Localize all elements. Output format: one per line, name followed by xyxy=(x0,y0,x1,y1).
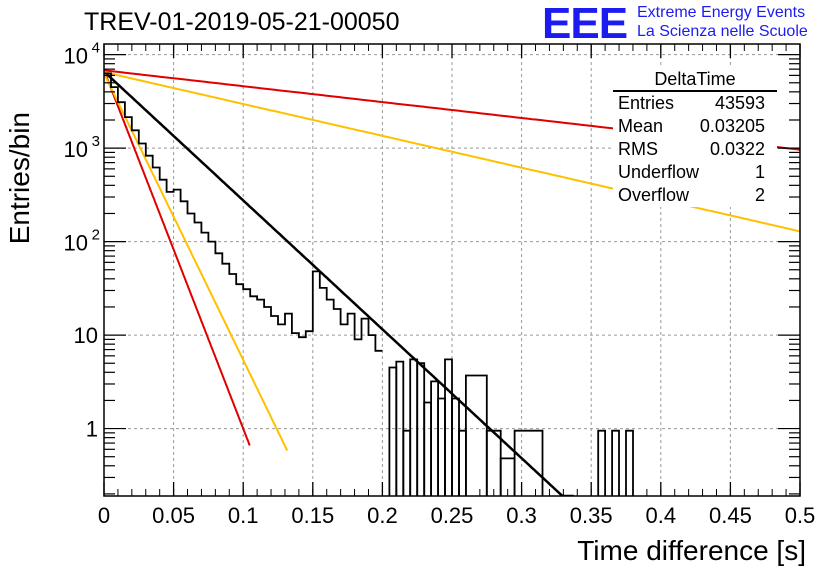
eee-logo: EEE xyxy=(542,0,628,48)
histogram-bin xyxy=(430,380,439,496)
y-tick-label: 10 xyxy=(64,44,88,69)
x-tick-label: 0.3 xyxy=(506,503,537,528)
stats-row-overflow: Overflow 2 xyxy=(613,184,777,207)
x-tick-label: 0.45 xyxy=(709,503,752,528)
y-tick-label: 10 xyxy=(74,323,98,348)
y-tick-label-exponent: 3 xyxy=(92,133,100,150)
stats-row-underflow: Underflow 1 xyxy=(613,161,777,184)
stats-label: Overflow xyxy=(618,185,690,205)
y-axis-label: Entries/bin xyxy=(4,112,35,245)
stats-value: 0.0322 xyxy=(709,139,765,159)
x-tick-label: 0.1 xyxy=(228,503,259,528)
histogram-bin xyxy=(451,397,460,496)
x-axis-label: Time difference [s] xyxy=(577,535,806,566)
histogram-bin xyxy=(597,429,606,496)
histogram-bin xyxy=(611,429,620,496)
stats-row-rms: RMS 0.0322 xyxy=(613,138,777,161)
histogram-bin xyxy=(444,358,453,496)
fit-curve-yellow-steep xyxy=(104,72,289,451)
stats-box: DeltaTime Entries 43593 Mean 0.03205 RMS… xyxy=(613,68,777,207)
x-tick-label: 0.15 xyxy=(291,503,334,528)
histogram-bin xyxy=(625,429,634,496)
stats-label: Underflow xyxy=(618,162,700,182)
run-title: TREV-01-2019-05-21-00050 xyxy=(84,8,400,36)
histogram-bin xyxy=(416,362,426,496)
y-tick-label: 10 xyxy=(64,137,88,162)
x-tick-label: 0.5 xyxy=(785,503,816,528)
stats-label: Entries xyxy=(618,93,675,113)
x-tick-label: 0.2 xyxy=(367,503,398,528)
eee-logo-text: Extreme Energy Events La Scienza nelle S… xyxy=(637,3,808,41)
histogram-bin xyxy=(437,397,446,496)
stats-value: 2 xyxy=(754,185,765,205)
stats-row-mean: Mean 0.03205 xyxy=(613,115,777,138)
y-tick-label: 10 xyxy=(64,231,88,256)
stats-label: Mean xyxy=(618,116,664,136)
histogram-bin xyxy=(402,429,412,496)
stats-value: 43593 xyxy=(714,93,765,113)
stats-title: DeltaTime xyxy=(613,68,777,92)
fit-curve-red-steep xyxy=(104,69,251,446)
x-tick-label: 0.4 xyxy=(646,503,677,528)
histogram-bin xyxy=(423,401,432,496)
x-tick-label: 0.05 xyxy=(152,503,195,528)
histogram-bin xyxy=(465,374,488,496)
histogram-bin xyxy=(458,429,467,496)
y-tick-label: 1 xyxy=(86,417,98,442)
fit-curve-black-fit xyxy=(104,70,574,496)
stats-value: 1 xyxy=(754,162,765,182)
histogram-bin xyxy=(485,429,502,496)
x-tick-label: 0.35 xyxy=(570,503,613,528)
stats-label: RMS xyxy=(618,139,658,159)
histogram-bin xyxy=(395,360,405,496)
eee-logo-line1: Extreme Energy Events xyxy=(637,4,806,21)
stats-row-entries: Entries 43593 xyxy=(613,92,777,115)
eee-logo-line2: La Scienza nelle Scuole xyxy=(637,23,808,40)
histogram-bin xyxy=(388,366,398,496)
histogram-bin xyxy=(513,429,544,496)
stats-value: 0.03205 xyxy=(699,116,765,136)
histogram-step-line xyxy=(104,72,383,352)
y-tick-label-exponent: 4 xyxy=(92,40,100,57)
x-tick-label: 0.25 xyxy=(431,503,474,528)
x-tick-label: 0 xyxy=(98,503,110,528)
histogram-bin xyxy=(409,358,419,496)
y-tick-label-exponent: 2 xyxy=(92,227,100,244)
